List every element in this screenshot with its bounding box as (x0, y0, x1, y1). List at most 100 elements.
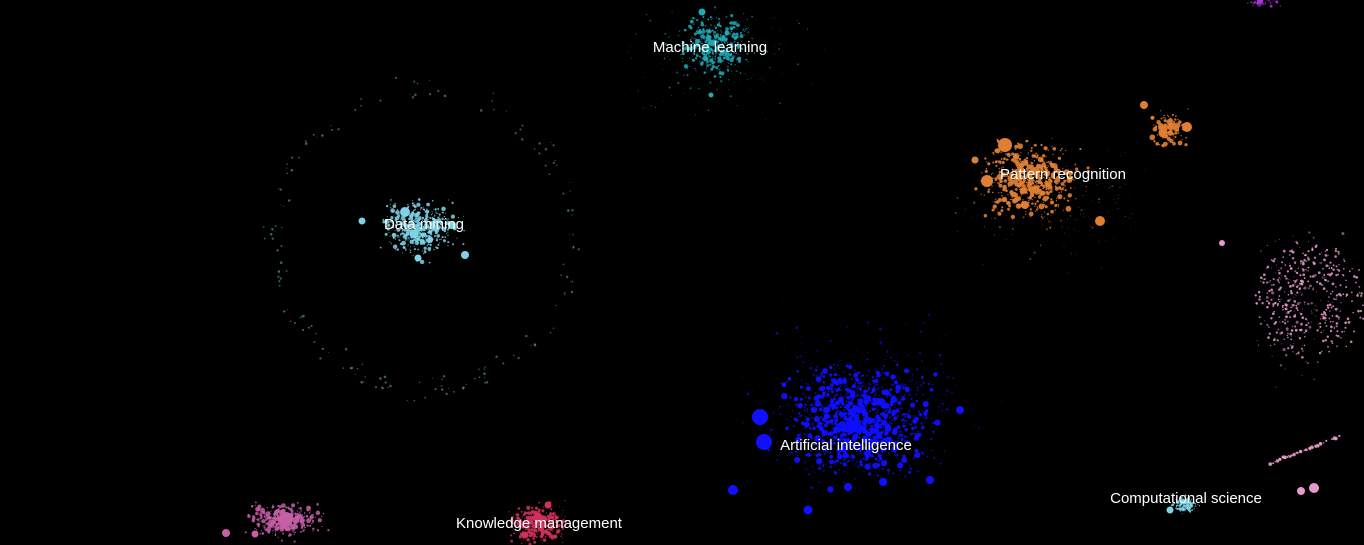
knowledge-management-node (538, 501, 540, 504)
artificial-intelligence-node (807, 401, 809, 403)
pattern-recognition-node (1053, 207, 1055, 209)
data-mining-node (408, 238, 410, 240)
knowledge-management-node (534, 527, 536, 529)
machine-learning-node (669, 59, 671, 61)
pattern-recognition-node (1051, 137, 1053, 140)
pink-left-node (265, 529, 267, 531)
machine-learning-node (694, 38, 699, 43)
pattern-recognition-node (1001, 160, 1005, 165)
pattern-recognition-node (995, 164, 998, 167)
knowledge-management-node (541, 509, 545, 513)
data-mining-node (427, 219, 429, 221)
artificial-intelligence-node (842, 462, 847, 467)
data-mining-node (383, 375, 387, 379)
pattern-recognition-node (1018, 169, 1020, 171)
pink-left-node (294, 531, 297, 534)
artificial-intelligence-node (897, 439, 899, 442)
pattern-recognition-node (1027, 176, 1029, 178)
machine-learning-node (709, 70, 711, 72)
pink-left-node (300, 508, 302, 510)
pink-left-node (315, 510, 321, 516)
knowledge-management-node (546, 533, 548, 534)
artificial-intelligence-node (833, 427, 837, 431)
pink-right-node (1278, 295, 1281, 297)
pink-right-node (1303, 258, 1306, 262)
machine-learning-hub-node (724, 30, 730, 36)
knowledge-management-node (524, 513, 526, 515)
artificial-intelligence-node (914, 448, 919, 453)
pink-left-node (291, 503, 296, 508)
data-mining-node (463, 215, 465, 217)
pattern-recognition-node (1120, 155, 1122, 157)
artificial-intelligence-node (845, 403, 851, 410)
artificial-intelligence-node (828, 419, 830, 422)
machine-learning-node (714, 75, 715, 77)
pattern-recognition-node (1049, 187, 1052, 189)
data-mining-node (408, 223, 410, 224)
data-mining-node (429, 250, 430, 252)
pattern-recognition-node (1000, 209, 1004, 213)
machine-learning-node (697, 45, 699, 47)
artificial-intelligence-node (811, 337, 813, 339)
machine-learning-node (740, 47, 742, 50)
pattern-recognition-node (1011, 183, 1014, 185)
machine-learning-node (642, 107, 644, 109)
pattern-recognition-node (1067, 193, 1073, 198)
artificial-intelligence-node (852, 407, 857, 412)
artificial-intelligence-node (901, 451, 903, 453)
pink-right-node (1300, 325, 1302, 327)
pattern-recognition-node (1017, 167, 1019, 169)
artificial-intelligence-node (836, 413, 839, 416)
data-mining-node (409, 249, 412, 252)
pattern-recognition-node (1176, 128, 1180, 132)
pink-right-node (1274, 272, 1276, 274)
artificial-intelligence-node (831, 385, 833, 387)
knowledge-management-node (552, 530, 554, 532)
machine-learning-node (747, 31, 749, 33)
machine-learning-node (753, 74, 755, 76)
data-mining-node (413, 80, 416, 83)
pink-right-node (1278, 271, 1281, 275)
pattern-recognition-node (1001, 172, 1007, 178)
data-mining-node (407, 244, 409, 246)
artificial-intelligence-node (833, 397, 837, 401)
machine-learning-node (716, 23, 721, 27)
data-mining-node (447, 234, 449, 236)
data-mining-node (435, 226, 436, 228)
pink-left-node (298, 514, 302, 518)
machine-learning-node (677, 43, 680, 46)
pink-right-node (1315, 304, 1317, 306)
pattern-recognition-node (1045, 197, 1047, 199)
data-mining-node (435, 211, 437, 213)
pink-right-node (1290, 338, 1293, 341)
artificial-intelligence-node (848, 398, 851, 400)
machine-learning-node (734, 35, 738, 40)
pattern-recognition-node (1022, 216, 1025, 219)
artificial-intelligence-node (805, 433, 807, 435)
artificial-intelligence-node (882, 437, 886, 442)
artificial-intelligence-node (833, 396, 835, 398)
artificial-intelligence-node (797, 419, 800, 421)
machine-learning-node (727, 40, 728, 42)
pink-left-node (299, 511, 301, 513)
artificial-intelligence-node (876, 460, 879, 462)
pattern-recognition-node (1033, 179, 1035, 182)
knowledge-management-node (560, 533, 563, 535)
artificial-intelligence-node (876, 474, 879, 477)
pattern-recognition-node (1027, 164, 1032, 170)
artificial-intelligence-node (863, 397, 866, 400)
artificial-intelligence-node (781, 382, 787, 388)
machine-learning-node (736, 23, 740, 27)
machine-learning-node (729, 60, 731, 62)
artificial-intelligence-node (973, 424, 975, 426)
pink-right-node (1295, 307, 1298, 310)
pattern-recognition-node (1034, 202, 1037, 206)
pattern-recognition-node (1072, 178, 1075, 181)
data-mining-node (402, 246, 405, 249)
pattern-recognition-node (994, 217, 996, 219)
artificial-intelligence-node (798, 406, 800, 408)
machine-learning-node (710, 24, 712, 26)
machine-learning-node (750, 89, 751, 91)
